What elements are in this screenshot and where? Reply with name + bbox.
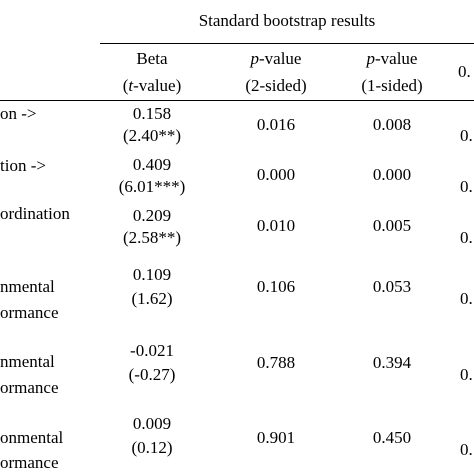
p-value-2-sided: 0.010 [256,216,296,235]
header-rule [100,43,474,44]
row-label-line2: ormance [0,453,59,472]
column-rule [0,100,474,101]
row-label-line2: ormance [0,378,59,397]
beta-value: 0.109 [132,265,172,284]
p-value-2-sided: 0.000 [256,165,296,184]
p-value-1-sided: 0.000 [372,165,412,184]
col-cut-header: 0. [458,62,471,81]
p-value-1-sided: 0.008 [372,115,412,134]
t-value: (2.58**) [122,228,182,247]
row-label: ordination [0,204,70,223]
row-label: onmental [0,428,64,447]
col-p1-header-line2: (1-sided) [361,76,423,95]
beta-value: 0.209 [132,206,172,225]
cut-value: 0. [460,365,473,384]
col-beta-header-line1: Beta [136,49,168,68]
t-value: (-0.27) [128,365,176,384]
row-label: nmental [0,352,55,371]
t-value: (6.01***) [118,177,186,196]
col-p1-header-line1: p-value [366,49,418,68]
col-beta-header-line2: (t-value) [122,76,182,95]
t-value: (1.62) [131,289,173,308]
p-value-1-sided: 0.450 [372,428,412,447]
p-value-2-sided: 0.016 [256,115,296,134]
p-value-1-sided: 0.005 [372,216,412,235]
col-p2-header-line2: (2-sided) [245,76,307,95]
beta-value: -0.021 [130,341,174,360]
p-value-2-sided: 0.788 [256,353,296,372]
beta-value: 0.158 [132,104,172,123]
row-label: on -> [0,104,37,123]
cut-value: 0. [460,177,473,196]
t-value: (2.40**) [122,126,182,145]
t-value: (0.12) [131,438,173,457]
beta-value: 0.409 [132,155,172,174]
row-label: nmental [0,277,55,296]
group-header: Standard bootstrap results [198,11,376,30]
p-value-2-sided: 0.106 [256,277,296,296]
cut-value: 0. [460,440,473,459]
p-value-1-sided: 0.053 [372,277,412,296]
p-value-1-sided: 0.394 [372,353,412,372]
row-label-line2: ormance [0,303,59,322]
p-value-2-sided: 0.901 [256,428,296,447]
cut-value: 0. [460,126,473,145]
beta-value: 0.009 [132,414,172,433]
col-p2-header-line1: p-value [250,49,302,68]
cut-value: 0. [460,289,473,308]
row-label: tion -> [0,156,46,175]
cut-value: 0. [460,228,473,247]
